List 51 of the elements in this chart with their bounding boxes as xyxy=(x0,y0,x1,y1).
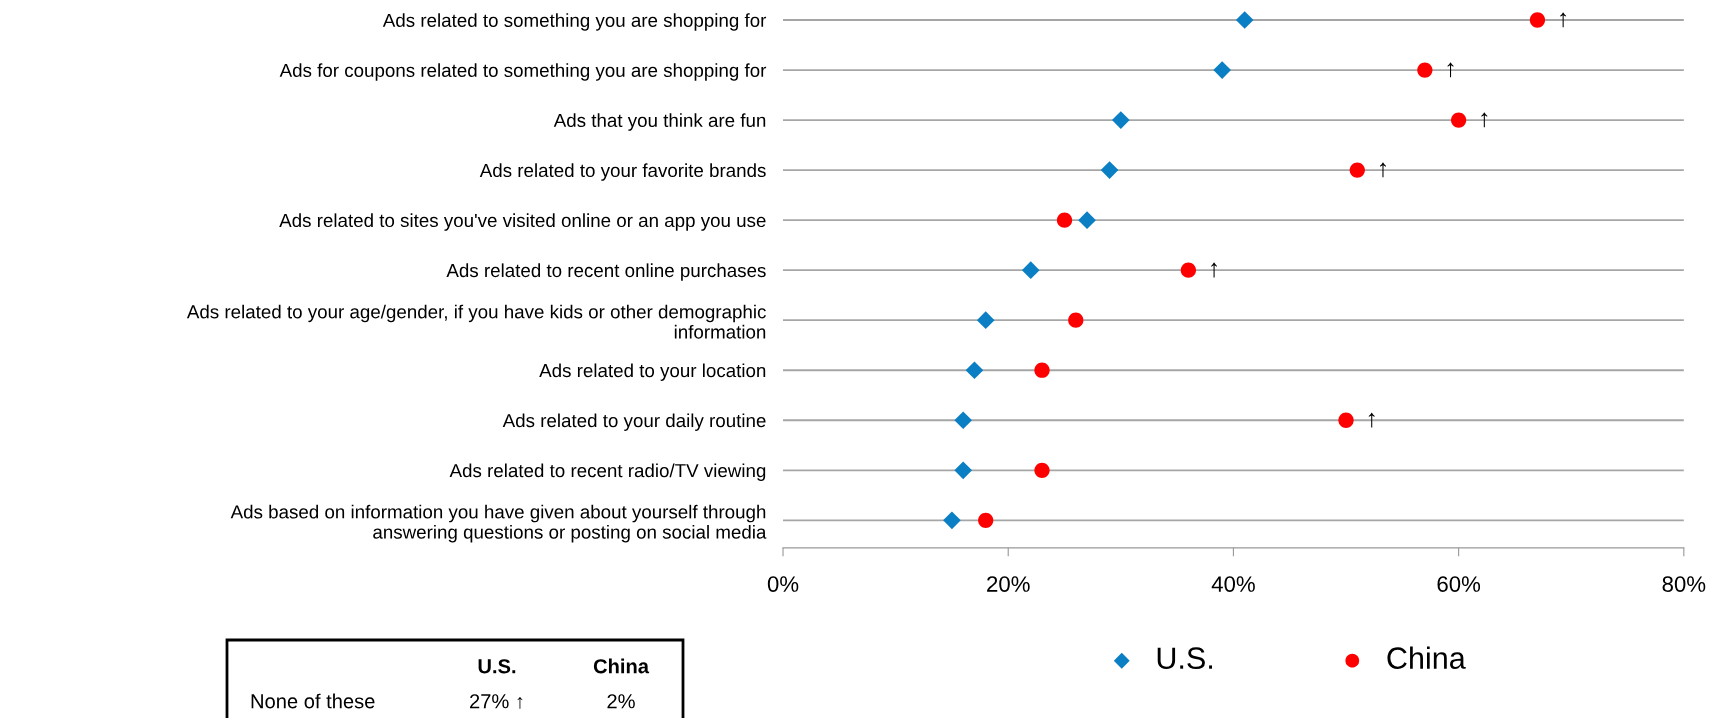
text: 27% ↑ xyxy=(470,694,523,709)
point xyxy=(1078,211,1096,229)
y-tick-label: Ads related to recent online purchases xyxy=(446,263,766,281)
y-tick-label: Ads based on information you have given about yourself through answering questions or posting on social media xyxy=(230,504,767,543)
legend-label: China xyxy=(1387,646,1466,669)
point xyxy=(1034,462,1050,478)
point xyxy=(1100,161,1119,179)
y-tick-label: Ads related to recent radio/TV viewing xyxy=(449,463,766,481)
point xyxy=(1529,12,1546,28)
text: U.S. xyxy=(478,659,516,674)
point xyxy=(954,411,973,430)
text: 2% xyxy=(607,694,635,709)
x-tick-label: 60% xyxy=(1437,576,1481,592)
point xyxy=(943,511,961,530)
point xyxy=(954,461,973,480)
point xyxy=(976,311,995,330)
annotation: ↑ xyxy=(1560,12,1567,28)
y-tick-label: Ads related to your daily routine xyxy=(502,413,766,431)
point xyxy=(1111,111,1130,129)
point xyxy=(1021,261,1040,279)
annotation: ↑ xyxy=(1447,62,1454,78)
x-tick-label: 40% xyxy=(1211,576,1255,592)
x-tick-label: 80% xyxy=(1662,576,1706,592)
y-tick-label: Ads related to your location xyxy=(539,363,766,381)
y-tick-label: Ads related to something you are shopping for xyxy=(382,13,767,31)
point xyxy=(1213,61,1231,79)
point xyxy=(978,512,994,528)
point xyxy=(1338,412,1354,428)
point xyxy=(965,361,984,380)
y-tick-label: Ads for coupons related to something you are shopping for xyxy=(279,63,767,81)
x-tick-label: 20% xyxy=(987,576,1030,592)
point xyxy=(1180,262,1197,278)
point xyxy=(1034,362,1050,378)
annotation: ↑ xyxy=(1481,112,1488,128)
point xyxy=(1235,11,1254,29)
y-tick-label: Ads related to your favorite brands xyxy=(479,163,766,181)
annotation: ↑ xyxy=(1368,412,1375,428)
text: None of these xyxy=(251,693,375,709)
y-tick-label: Ads that you think are fun xyxy=(553,113,766,131)
annotation: ↑ xyxy=(1211,262,1218,278)
x-tick-label: 0% xyxy=(767,576,799,592)
text: China xyxy=(593,658,650,674)
y-tick-label: Ads related to your age/gender, if you have kids or other demographic information xyxy=(186,304,766,339)
legend-label: U.S. xyxy=(1157,647,1212,669)
point xyxy=(1417,62,1433,78)
point xyxy=(1056,212,1073,228)
point xyxy=(1068,312,1084,328)
y-tick-label: Ads related to sites you've visited online or an app you use xyxy=(279,213,766,231)
point xyxy=(1450,112,1467,128)
annotation: ↑ xyxy=(1380,162,1386,178)
point xyxy=(1349,162,1365,178)
